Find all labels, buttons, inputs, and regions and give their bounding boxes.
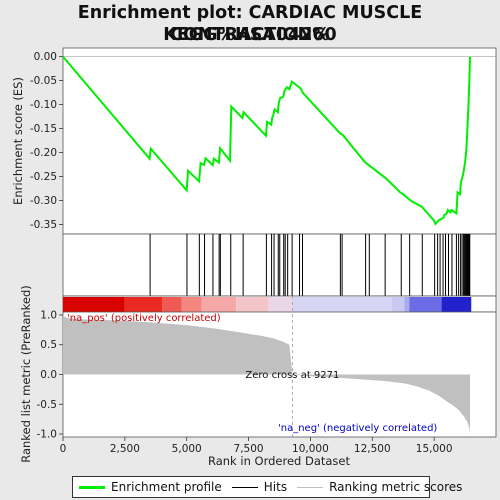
es-y-tick-label: -0.05 bbox=[30, 75, 57, 87]
legend-label-enrichment: Enrichment profile bbox=[111, 480, 222, 494]
heatmap-segment bbox=[162, 297, 182, 312]
legend-label-ranking: Ranking metric scores bbox=[329, 480, 462, 494]
heatmap-segment bbox=[392, 297, 404, 312]
es-panel bbox=[63, 48, 496, 234]
heatmap-segment bbox=[404, 297, 409, 312]
legend: Enrichment profile Hits Ranking metric s… bbox=[72, 476, 430, 498]
heatmap-segment bbox=[182, 297, 202, 312]
es-y-tick-label: -0.35 bbox=[30, 219, 57, 231]
es-y-tick-label: -0.15 bbox=[30, 123, 57, 135]
negative-correlated-label: 'na_neg' (negatively correlated) bbox=[278, 423, 437, 434]
legend-label-hits: Hits bbox=[264, 480, 287, 494]
positive-correlated-label: 'na_pos' (positively correlated) bbox=[67, 313, 221, 324]
heatmap-segment bbox=[202, 297, 237, 312]
ranked-y-axis-title: Ranked list metric (PreRanked) bbox=[19, 285, 33, 463]
es-y-tick-label: -0.25 bbox=[30, 171, 57, 183]
es-y-axis-title: Enrichment score (ES) bbox=[11, 77, 25, 205]
legend-swatch-ranking bbox=[297, 487, 323, 488]
es-y-tick-label: 0.00 bbox=[34, 51, 57, 63]
es-y-tick-label: -0.20 bbox=[30, 147, 57, 159]
ranked-y-ticks: 1.0 0.5 0.0 -0.5 -1.0 bbox=[37, 309, 64, 440]
x-tick-label: 0 bbox=[60, 443, 67, 455]
legend-item-enrichment-profile: Enrichment profile bbox=[79, 480, 222, 494]
ranked-y-tick-label: -0.5 bbox=[37, 399, 58, 411]
x-tick-label: 5,000 bbox=[172, 443, 202, 455]
heatmap-segment bbox=[125, 297, 162, 312]
legend-item-ranking-metric: Ranking metric scores bbox=[297, 480, 462, 494]
rank-heatmap-bar bbox=[63, 297, 471, 312]
zero-cross-label: Zero cross at 9271 bbox=[245, 370, 339, 381]
ranked-y-tick-label: 0.5 bbox=[40, 339, 57, 351]
heatmap-segment bbox=[236, 297, 268, 312]
legend-swatch-enrichment bbox=[79, 486, 105, 489]
x-tick-label: 2,500 bbox=[110, 443, 140, 455]
x-tick-label: 15,000 bbox=[416, 443, 453, 455]
heatmap-segment bbox=[63, 297, 125, 312]
heatmap-segment bbox=[442, 297, 472, 312]
heatmap-segment bbox=[409, 297, 441, 312]
ranked-y-tick-label: 1.0 bbox=[40, 309, 57, 321]
es-y-tick-label: -0.30 bbox=[30, 195, 57, 207]
ranked-y-tick-label: 0.0 bbox=[40, 369, 57, 381]
x-axis-title: Rank in Ordered Dataset bbox=[208, 454, 351, 468]
enrichment-plot-svg: 0.00-0.05-0.10-0.15-0.20-0.25-0.30-0.35 … bbox=[0, 0, 500, 475]
es-y-ticks: 0.00 -0.05 -0.10 -0.15 -0.20 -0.25 -0.30 -0.35 bbox=[30, 51, 63, 231]
legend-item-hits: Hits bbox=[232, 480, 287, 494]
heatmap-segment bbox=[293, 297, 392, 312]
heatmap-segment bbox=[268, 297, 293, 312]
ranked-x-ticks: 0 2,500 5,000 7,500 10,000 12,500 15,000 bbox=[60, 437, 453, 455]
x-tick-label: 12,500 bbox=[354, 443, 391, 455]
es-y-tick-label: -0.10 bbox=[30, 99, 57, 111]
ranked-y-tick-label: -1.0 bbox=[37, 429, 58, 441]
legend-swatch-hits bbox=[232, 487, 258, 488]
